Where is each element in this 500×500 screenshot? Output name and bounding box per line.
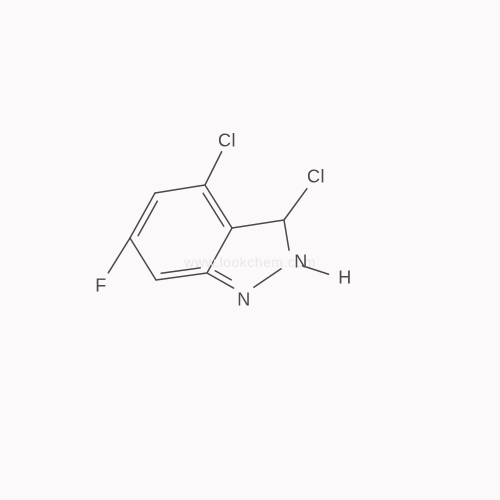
atom-label-f: F <box>95 276 107 297</box>
bond-layer <box>0 0 500 500</box>
atom-label-n2: N <box>294 252 308 273</box>
atom-label-cl8: Cl <box>307 167 325 188</box>
atom-label-cl3: Cl <box>218 131 236 152</box>
molecule-canvas: www.lookchem.com NNHClClF <box>0 0 500 500</box>
atom-label-h: H <box>338 268 352 289</box>
atom-label-n1: N <box>237 290 251 311</box>
